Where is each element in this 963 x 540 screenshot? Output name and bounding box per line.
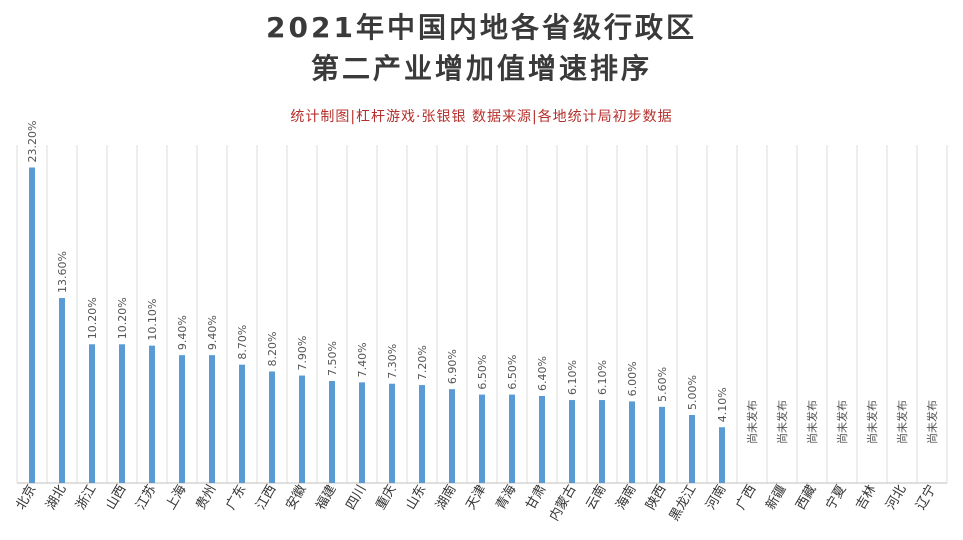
category-label-黑龙江: 黑龙江	[667, 483, 699, 524]
bar-山西	[119, 344, 125, 483]
data-label-福建: 7.50%	[326, 341, 339, 376]
data-label-江西: 8.20%	[266, 332, 279, 367]
data-label-贵州: 9.40%	[206, 315, 219, 350]
data-label-辽宁: 尚未发布	[925, 400, 939, 444]
bar-山东	[419, 385, 425, 483]
bar-四川	[359, 382, 365, 483]
category-label-湖北: 湖北	[43, 483, 69, 513]
data-label-宁夏: 尚未发布	[835, 400, 849, 444]
data-label-上海: 9.40%	[176, 315, 189, 350]
data-label-天津: 6.50%	[476, 355, 489, 390]
data-label-陕西: 5.60%	[656, 367, 669, 402]
bar-贵州	[209, 355, 215, 483]
bar-重庆	[389, 383, 395, 483]
bar-浙江	[89, 344, 95, 483]
category-label-广东: 广东	[223, 483, 249, 513]
chart-subtitle: 统计制图|杠杆游戏·张银银 数据来源|各地统计局初步数据	[290, 109, 673, 125]
data-label-吉林: 尚未发布	[865, 400, 879, 444]
category-label-浙江: 浙江	[73, 483, 99, 513]
data-label-黑龙江: 5.00%	[686, 375, 699, 410]
chart-title: 2021年中国内地各省级行政区	[266, 11, 697, 44]
category-label-河北: 河北	[883, 483, 909, 513]
category-label-广西: 广西	[733, 483, 759, 513]
bar-海南	[629, 401, 635, 483]
bar-湖南	[449, 389, 455, 483]
bar-江苏	[149, 345, 155, 483]
category-label-四川: 四川	[343, 483, 369, 513]
category-label-湖南: 湖南	[433, 482, 460, 513]
data-label-山西: 10.20%	[116, 297, 129, 339]
category-label-宁夏: 宁夏	[823, 482, 850, 513]
data-label-河南: 4.10%	[716, 387, 729, 422]
category-label-辽宁: 辽宁	[913, 482, 940, 513]
category-label-山东: 山东	[403, 483, 429, 513]
category-label-内蒙古: 内蒙古	[546, 482, 579, 524]
category-label-江西: 江西	[253, 483, 279, 513]
bar-广东	[239, 364, 245, 483]
data-label-广西: 尚未发布	[745, 400, 759, 444]
data-label-青海: 6.50%	[506, 355, 519, 390]
data-label-安徽: 7.90%	[296, 336, 309, 371]
data-label-江苏: 10.10%	[146, 299, 159, 341]
category-label-上海: 上海	[163, 483, 189, 513]
data-label-内蒙古: 6.10%	[566, 360, 579, 395]
category-label-福建: 福建	[313, 483, 339, 513]
data-label-西藏: 尚未发布	[805, 400, 819, 444]
data-label-云南: 6.10%	[596, 360, 609, 395]
data-label-湖南: 6.90%	[446, 349, 459, 384]
bar-青海	[509, 394, 515, 483]
bar-内蒙古	[569, 400, 575, 483]
category-label-青海: 青海	[493, 483, 519, 513]
data-label-山东: 7.20%	[416, 345, 429, 380]
data-label-浙江: 10.20%	[86, 297, 99, 339]
data-label-新疆: 尚未发布	[775, 400, 789, 444]
category-label-贵州: 贵州	[193, 483, 219, 513]
category-label-江苏: 江苏	[133, 482, 160, 513]
bar-河南	[719, 427, 725, 483]
category-label-天津: 天津	[463, 483, 489, 513]
category-label-山西: 山西	[103, 483, 129, 513]
data-label-海南: 6.00%	[626, 361, 639, 396]
category-label-重庆: 重庆	[373, 482, 400, 513]
bar-福建	[329, 381, 335, 483]
category-label-海南: 海南	[613, 482, 640, 513]
bar-天津	[479, 394, 485, 483]
data-label-河北: 尚未发布	[895, 400, 909, 444]
category-label-吉林: 吉林	[853, 483, 879, 513]
category-label-新疆: 新疆	[763, 482, 790, 513]
category-label-北京: 北京	[13, 483, 39, 513]
bar-安徽	[299, 375, 305, 483]
bar-云南	[599, 400, 605, 483]
category-label-甘肃: 甘肃	[523, 483, 549, 513]
data-label-湖北: 13.60%	[56, 251, 69, 293]
bar-北京	[29, 167, 35, 484]
bar-黑龙江	[689, 415, 695, 483]
category-label-西藏: 西藏	[793, 483, 819, 513]
category-label-云南: 云南	[583, 482, 610, 513]
data-label-北京: 23.20%	[26, 121, 39, 163]
bar-甘肃	[539, 395, 545, 483]
bar-湖北	[59, 298, 65, 483]
data-label-四川: 7.40%	[356, 342, 369, 377]
bar-陕西	[659, 406, 665, 483]
data-label-广东: 8.70%	[236, 325, 249, 360]
data-label-重庆: 7.30%	[386, 344, 399, 379]
category-label-安徽: 安徽	[283, 483, 309, 513]
bar-江西	[269, 371, 275, 483]
chart-title-line2: 第二产业增加值增速排序	[310, 52, 652, 85]
category-label-陕西: 陕西	[643, 483, 669, 513]
data-label-甘肃: 6.40%	[536, 356, 549, 391]
bar-上海	[179, 355, 185, 483]
category-label-河南: 河南	[703, 482, 730, 513]
